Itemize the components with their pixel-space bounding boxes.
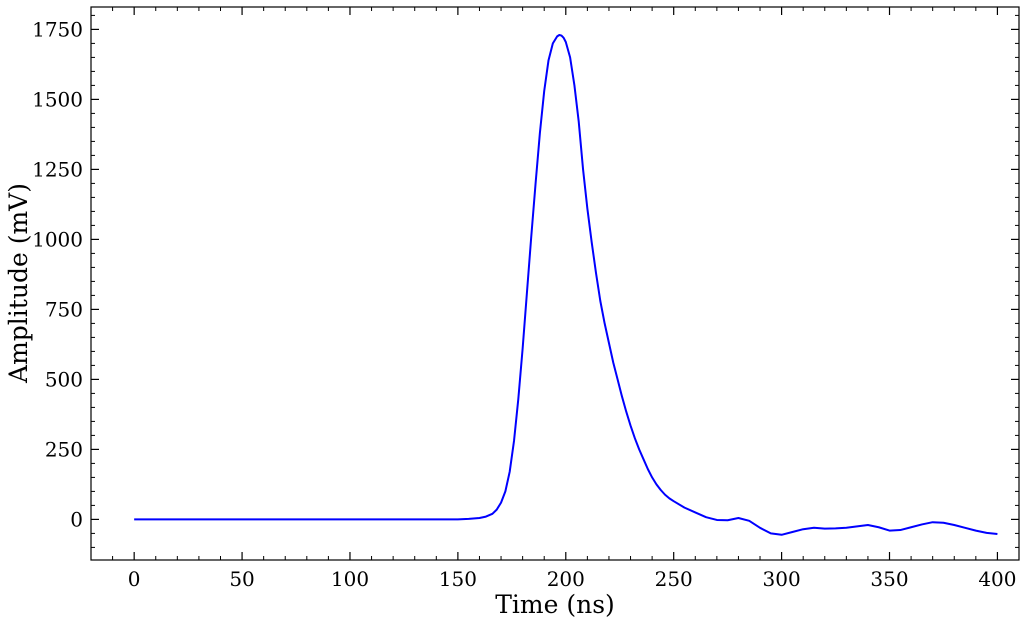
series-line-amplitude [134,34,998,536]
y-tick-label: 750 [45,297,83,321]
x-tick-label: 50 [229,567,254,591]
y-tick-label: 1000 [32,227,83,251]
y-tick-label: 250 [45,437,83,461]
y-tick-label: 1500 [32,87,83,111]
y-tick-label: 0 [70,507,83,531]
x-tick-label: 100 [331,567,369,591]
plot-frame [90,6,1020,561]
tick-labels: 0 50 100 150 200 250 300 350 400 0 250 500 750 1000 12… [32,17,1016,591]
y-tick-label: 1750 [32,17,83,41]
minor-ticks [90,7,1020,560]
x-tick-label: 0 [128,567,141,591]
x-axis-title: Time (ns) [495,590,615,619]
x-tick-label: 150 [439,567,477,591]
y-axis-title: Amplitude (mV) [4,183,33,384]
x-tick-label: 400 [978,567,1016,591]
major-ticks [91,7,1019,560]
y-tick-label: 500 [45,367,83,391]
x-tick-label: 250 [655,567,693,591]
y-tick-label: 1250 [32,157,83,181]
x-tick-label: 300 [763,567,801,591]
x-tick-label: 200 [547,567,585,591]
x-tick-label: 350 [870,567,908,591]
